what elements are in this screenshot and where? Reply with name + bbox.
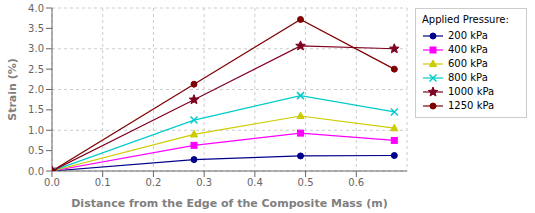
html-text:600 kPa: 600 kPa [448,58,488,69]
html-text:200 kPa: 200 kPa [448,30,488,41]
html-text:1250 kPa: 1250 kPa [448,100,495,111]
svg-text:Distance from the Edge of the: Distance from the Edge of the Composite … [71,197,388,210]
svg-text:0.0: 0.0 [28,166,44,177]
html-text:Applied Pressure:: Applied Pressure: [422,14,509,25]
svg-text:0.6: 0.6 [348,177,364,188]
svg-text:Strain (%): Strain (%) [8,58,19,121]
svg-text:0.1: 0.1 [95,177,111,188]
svg-text:0.5: 0.5 [28,145,44,156]
svg-text:3.0: 3.0 [28,43,44,54]
svg-text:2.5: 2.5 [28,64,44,75]
svg-text:0.3: 0.3 [196,177,212,188]
svg-text:4.0: 4.0 [28,3,44,14]
svg-text:2.0: 2.0 [28,84,44,95]
html-text:800 kPa: 800 kPa [448,72,488,83]
svg-text:0.2: 0.2 [145,177,161,188]
svg-text:1.0: 1.0 [28,125,44,136]
html-text:1000 kPa: 1000 kPa [448,86,495,97]
svg-text:0.4: 0.4 [247,177,263,188]
svg-text:0.0: 0.0 [44,177,60,188]
svg-text:1.5: 1.5 [28,104,44,115]
svg-text:3.5: 3.5 [28,23,44,34]
svg-text:0.5: 0.5 [298,177,314,188]
html-text:400 kPa: 400 kPa [448,44,488,55]
